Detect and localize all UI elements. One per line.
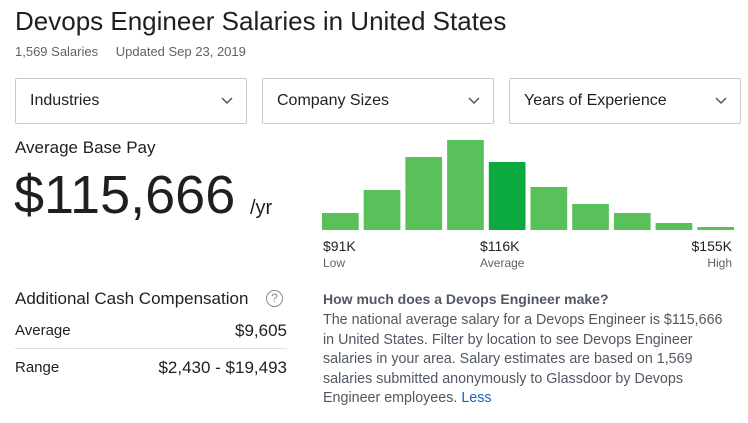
cash-range-label: Range [15, 359, 60, 376]
page-title: Devops Engineer Salaries in United State… [15, 6, 507, 36]
chevron-down-icon [715, 97, 727, 105]
updated-date: Updated Sep 23, 2019 [115, 44, 246, 59]
histogram-bar [572, 204, 609, 230]
tick-average-label: Average [480, 256, 525, 270]
divider [15, 348, 287, 349]
description-body: The national average salary for a Devops… [323, 311, 733, 409]
histogram-bar [655, 223, 693, 230]
average-base-pay-label: Average Base Pay [15, 138, 156, 157]
cash-average-value: $9,605 [235, 321, 287, 340]
chevron-down-icon [221, 97, 233, 105]
cash-average-label: Average [15, 322, 71, 339]
description-heading: How much does a Devops Engineer make? [323, 291, 609, 307]
years-of-experience-dropdown-label: Years of Experience [524, 92, 667, 109]
tick-low-label: Low [323, 256, 346, 270]
pay-unit: /yr [250, 197, 273, 219]
help-icon[interactable]: ? [266, 290, 283, 307]
additional-cash-title: Additional Cash Compensation [15, 289, 249, 308]
industries-dropdown[interactable]: Industries [15, 78, 247, 124]
histogram-bar [447, 140, 484, 230]
histogram-bar [488, 162, 526, 230]
tick-average-value: $116K [480, 238, 520, 254]
salary-count: 1,569 Salaries [15, 44, 99, 59]
histogram-bar [613, 213, 651, 230]
industries-dropdown-label: Industries [30, 92, 100, 109]
chevron-down-icon [468, 97, 480, 105]
histogram-bar [322, 213, 359, 230]
company-sizes-dropdown-label: Company Sizes [277, 92, 390, 109]
salary-distribution-chart [322, 140, 734, 230]
cash-range-value: $2,430 - $19,493 [158, 358, 287, 377]
histogram-bar [697, 227, 734, 230]
description-text: The national average salary for a Devops… [323, 312, 723, 406]
tick-high-value: $155K [691, 238, 732, 254]
page-meta: 1,569 Salaries Updated Sep 23, 2019 [15, 44, 246, 59]
years-of-experience-dropdown[interactable]: Years of Experience [509, 78, 741, 124]
less-link[interactable]: Less [461, 390, 492, 406]
tick-high-label: High [707, 256, 732, 270]
average-base-pay-value: $115,666 [14, 165, 236, 225]
tick-low-value: $91K [323, 238, 356, 254]
histogram-bar [530, 187, 568, 230]
histogram-bar [363, 190, 401, 230]
company-sizes-dropdown[interactable]: Company Sizes [262, 78, 494, 124]
histogram-bar [405, 157, 443, 230]
